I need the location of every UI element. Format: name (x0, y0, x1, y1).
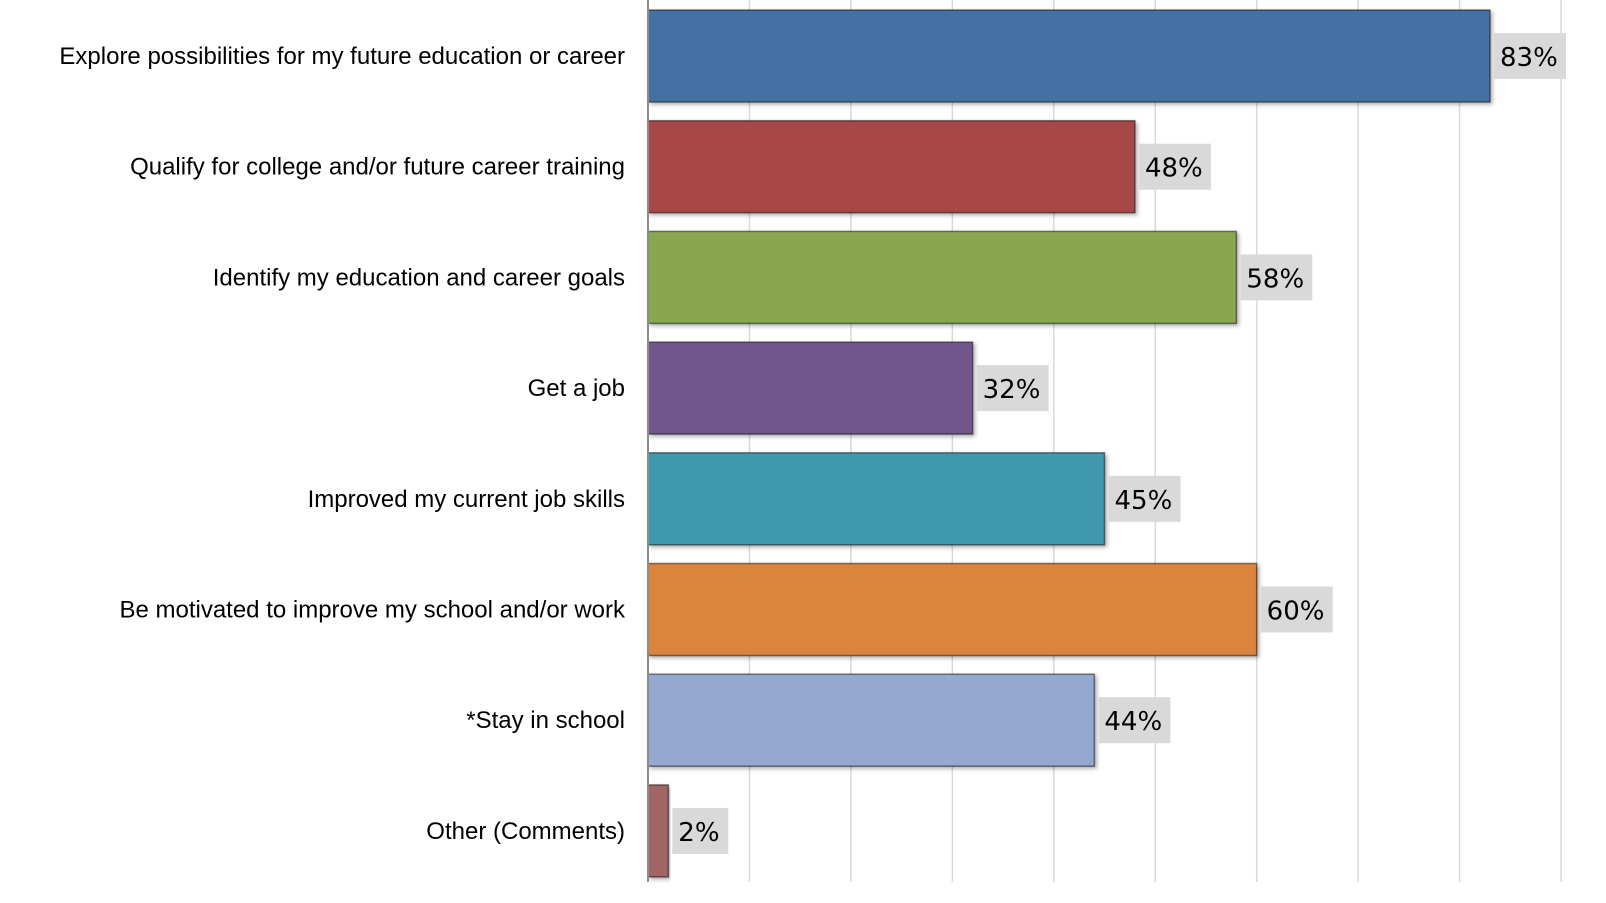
bars (647, 9, 1491, 878)
value-label-box (1260, 586, 1333, 633)
value-label: 83% (1500, 43, 1558, 73)
bar (647, 119, 1136, 214)
value-label-box (976, 365, 1049, 412)
bar (647, 9, 1491, 103)
value-label: 45% (1115, 486, 1173, 516)
value-labels: 83% 48% 58% 32% 45% 60% 44% 2% (672, 33, 1566, 854)
value-label: 44% (1104, 707, 1162, 737)
category-label: *Stay in school (466, 707, 625, 734)
value-label: 48% (1145, 154, 1203, 184)
value-label: 32% (983, 375, 1041, 405)
bar (647, 673, 1096, 767)
value-label-box (672, 807, 729, 854)
value-label: 58% (1246, 264, 1304, 294)
bar (647, 230, 1238, 325)
bar (647, 452, 1106, 546)
category-label: Other (Comments) (426, 818, 625, 845)
value-label-box (1138, 143, 1211, 190)
value-label: 2% (678, 818, 719, 848)
bar (647, 784, 670, 878)
value-label: 60% (1267, 597, 1325, 627)
category-label: Explore possibilities for my future educ… (59, 43, 625, 70)
bar (647, 341, 974, 435)
category-label: Qualify for college and/or future career… (130, 154, 625, 181)
category-labels: Explore possibilities for my future educ… (59, 43, 626, 845)
value-label-box (1494, 33, 1566, 79)
value-label-box (1098, 697, 1171, 744)
category-label: Identify my education and career goals (213, 264, 625, 291)
bar (647, 562, 1258, 657)
category-label: Get a job (528, 375, 625, 402)
category-label: Improved my current job skills (308, 486, 625, 513)
value-label-box (1240, 254, 1313, 301)
category-label: Be motivated to improve my school and/or… (119, 597, 626, 624)
value-label-box (1108, 475, 1181, 522)
